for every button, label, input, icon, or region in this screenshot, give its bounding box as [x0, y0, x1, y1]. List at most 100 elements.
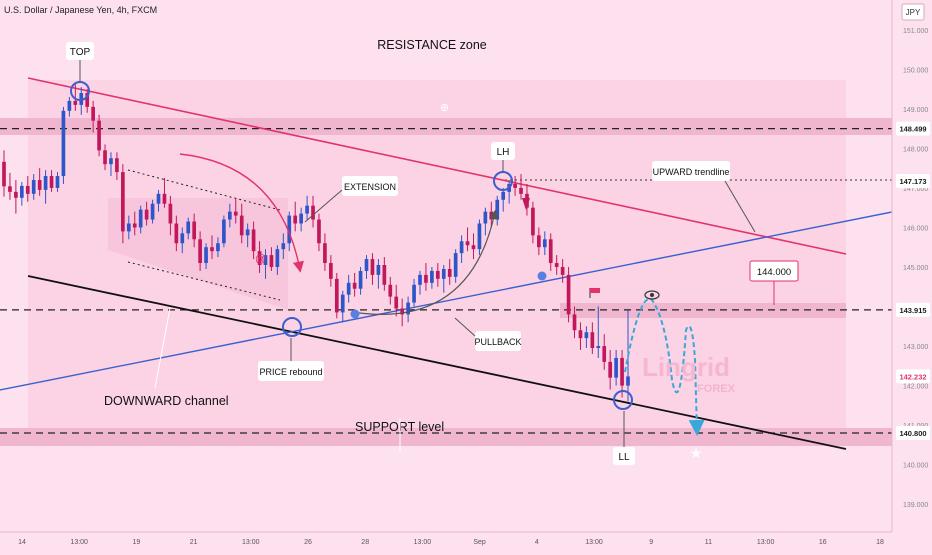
candle-body [73, 100, 78, 105]
candle-body [2, 161, 6, 187]
candle [144, 201, 149, 226]
candle [311, 195, 315, 228]
candle-body [227, 211, 232, 220]
candle-body [150, 203, 155, 220]
candle [67, 96, 72, 117]
candle [37, 168, 42, 196]
trendline-dot [537, 271, 547, 281]
candle-body [578, 330, 583, 339]
candle [471, 233, 476, 260]
candle-body [352, 282, 357, 289]
candle-body [85, 93, 90, 107]
time-axis[interactable] [0, 532, 932, 550]
candle [103, 144, 107, 171]
time-tick-label: 13:00 [70, 539, 88, 546]
extension-arrow [179, 153, 304, 273]
candle-body [251, 229, 256, 252]
projection-path [624, 297, 705, 436]
candle-body [132, 223, 137, 228]
extension-pointer [304, 189, 343, 223]
candle [257, 241, 262, 273]
candle [602, 334, 607, 370]
candle-body [620, 357, 624, 386]
candle [216, 237, 220, 258]
support-channel-line[interactable] [27, 275, 847, 450]
candle [156, 189, 161, 212]
candle [578, 322, 583, 350]
pullback-arrow [351, 209, 499, 315]
extension-lower-line [127, 261, 281, 301]
candle [531, 201, 535, 244]
price-tick-label: 147.000 [903, 186, 928, 193]
time-tick-label: 28 [361, 539, 369, 546]
candle-body [418, 274, 422, 285]
resistance-zone-label: RESISTANCE zone [377, 38, 487, 52]
price-box-label: 144.000 [749, 260, 799, 282]
candle-body [441, 268, 446, 279]
candle [329, 255, 333, 287]
svg-text:TOP: TOP [70, 47, 91, 58]
candle-body [376, 265, 381, 275]
candle-body [370, 259, 375, 275]
candle [465, 227, 470, 252]
svg-text:LL: LL [618, 452, 630, 463]
candle [596, 306, 601, 358]
candle [340, 290, 345, 323]
candle-body [144, 209, 149, 220]
candle-body [109, 158, 113, 165]
candle [537, 227, 541, 256]
svg-text:143.915: 143.915 [899, 306, 926, 315]
candle [2, 150, 6, 197]
candle [43, 170, 48, 204]
candle-body [311, 205, 315, 220]
time-tick-label: 11 [705, 539, 712, 546]
candle-body [513, 183, 517, 188]
candle [132, 211, 137, 236]
candle-body [548, 239, 553, 264]
candle-body [554, 263, 559, 267]
candle [418, 270, 422, 295]
time-tick-label: Sep [473, 539, 486, 546]
svg-text:142.232: 142.232 [899, 372, 926, 381]
candle [459, 235, 464, 264]
candle-body [281, 243, 286, 250]
candle [239, 203, 244, 244]
price-label: 140.800 [896, 426, 930, 441]
candle-body [186, 221, 191, 234]
candle [299, 207, 303, 232]
candle-body [501, 191, 506, 200]
candle-body [192, 221, 197, 240]
svg-text:148.499: 148.499 [899, 125, 926, 134]
candle-body [596, 346, 601, 349]
candle-body [204, 247, 208, 264]
ll-label: LL [613, 447, 635, 465]
candle [590, 322, 595, 354]
candle [501, 187, 506, 212]
candle-body [435, 270, 440, 279]
candle [61, 106, 66, 184]
candle [204, 243, 208, 269]
candle-body [180, 233, 185, 244]
candle [560, 259, 565, 283]
price-axis[interactable] [892, 0, 932, 532]
candle [14, 180, 18, 214]
watermark-logo-text: Lingrid [642, 352, 730, 382]
currency-button[interactable]: JPY [901, 3, 925, 21]
time-tick-label: 18 [876, 539, 884, 546]
candle-body [31, 180, 36, 194]
candle-body [495, 199, 500, 220]
candle-body [519, 187, 523, 194]
candle [548, 233, 553, 271]
candle-body [477, 223, 482, 250]
upward-trendline[interactable] [0, 203, 932, 391]
svg-text:144.000: 144.000 [757, 267, 791, 278]
price-tick-label: 148.000 [903, 146, 928, 153]
resistance-channel-line[interactable] [27, 77, 847, 255]
star-icon: ★ [690, 445, 703, 461]
svg-text:140.800: 140.800 [899, 429, 926, 438]
candle-body [239, 215, 244, 236]
time-tick-label: 13:00 [242, 539, 260, 546]
candle-body [138, 209, 143, 228]
candle [174, 215, 179, 252]
